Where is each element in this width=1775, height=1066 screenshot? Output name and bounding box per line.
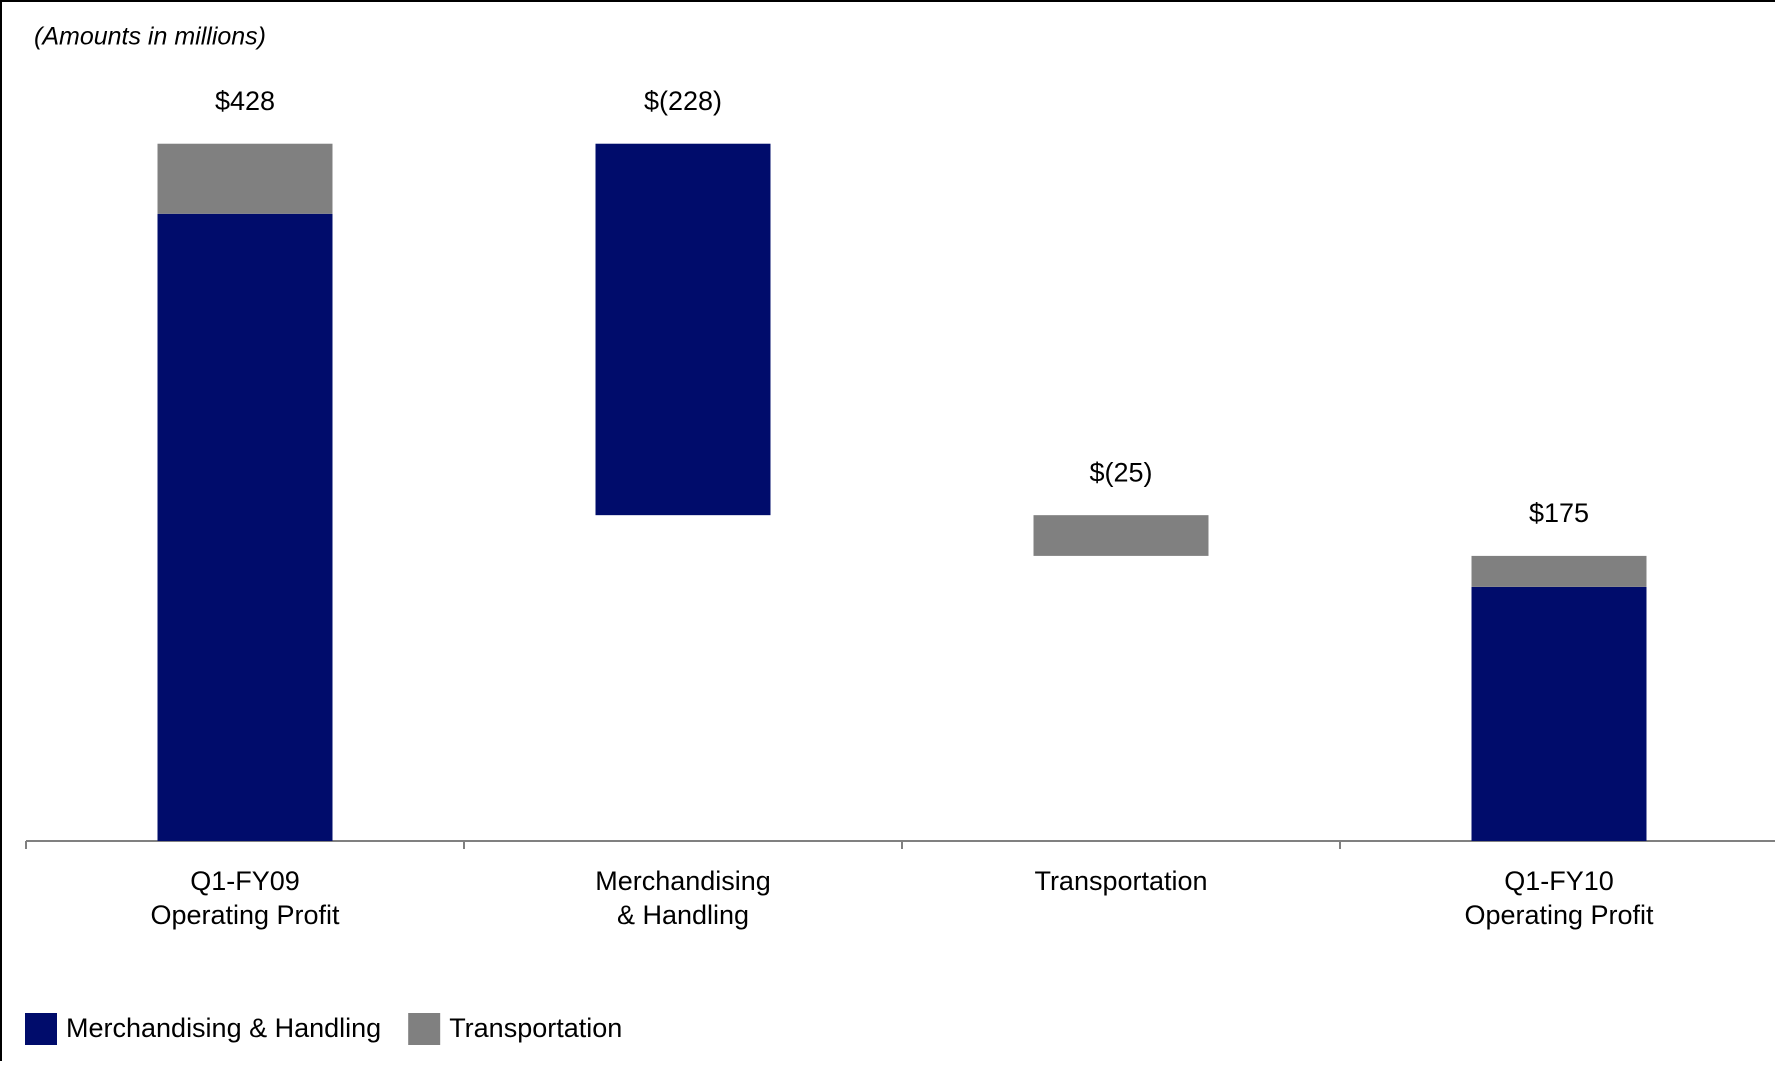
subtitle: (Amounts in millions) bbox=[34, 23, 266, 51]
x-tick-label: Merchandising bbox=[595, 866, 771, 896]
x-tick-label: Transportation bbox=[1034, 866, 1207, 896]
bar-segment bbox=[595, 143, 771, 516]
x-tick-label: Operating Profit bbox=[150, 900, 340, 930]
value-label: $(25) bbox=[1089, 457, 1152, 487]
bar-segment bbox=[1471, 586, 1647, 841]
x-tick-label: Q1-FY09 bbox=[190, 866, 300, 896]
value-label: $(228) bbox=[644, 86, 722, 116]
value-label: $175 bbox=[1529, 498, 1589, 528]
bar-segment bbox=[157, 143, 333, 214]
legend-swatch bbox=[408, 1013, 441, 1045]
legend-label: Transportation bbox=[449, 1013, 622, 1043]
value-label: $428 bbox=[215, 86, 275, 116]
bar-segment bbox=[1033, 515, 1209, 556]
legend-swatch bbox=[25, 1013, 57, 1045]
legend-label: Merchandising & Handling bbox=[66, 1013, 381, 1043]
x-tick-label: Q1-FY10 bbox=[1504, 866, 1614, 896]
x-tick-label: & Handling bbox=[617, 900, 749, 930]
bar-segment bbox=[157, 213, 333, 842]
x-tick-label: Operating Profit bbox=[1464, 900, 1654, 930]
bar-segment bbox=[1471, 555, 1647, 587]
